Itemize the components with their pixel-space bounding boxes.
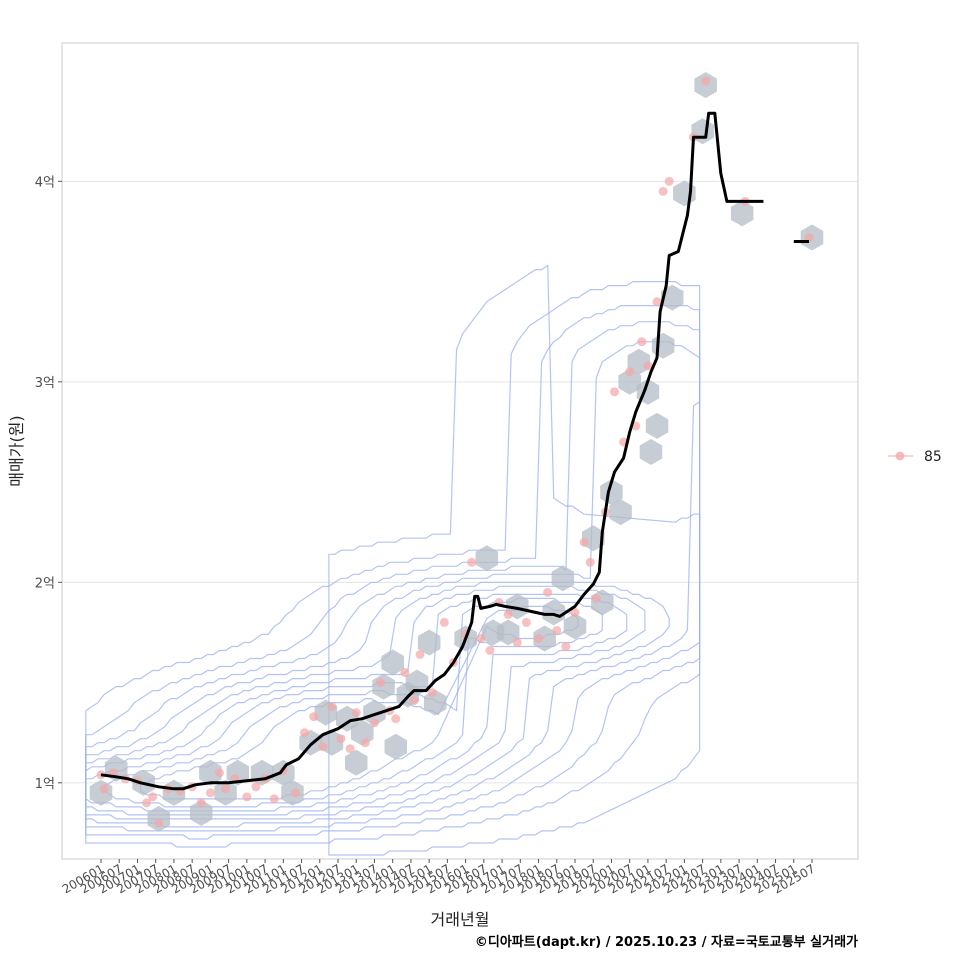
hex-bin bbox=[542, 599, 565, 626]
density-contour bbox=[85, 593, 628, 812]
y-tick-label: 2억 bbox=[35, 576, 55, 591]
data-point-85 bbox=[467, 557, 477, 567]
data-point-85 bbox=[196, 798, 206, 808]
data-point-85 bbox=[205, 788, 215, 798]
data-point-85 bbox=[327, 702, 337, 712]
data-point-85 bbox=[142, 798, 152, 808]
hex-bin bbox=[417, 629, 441, 656]
data-point-85 bbox=[476, 633, 486, 643]
hex-bin bbox=[600, 479, 623, 506]
data-point-85 bbox=[643, 361, 653, 371]
data-point-85 bbox=[221, 784, 231, 794]
data-point-85 bbox=[637, 337, 647, 347]
data-point-85 bbox=[300, 728, 310, 738]
data-point-85 bbox=[561, 641, 571, 651]
y-axis-ticks: 1억 2억 3억 4억 bbox=[35, 175, 62, 792]
hex-bin bbox=[363, 699, 386, 726]
data-point-85 bbox=[391, 714, 401, 724]
hex-bin bbox=[645, 412, 669, 439]
y-axis-title: 매매가(원) bbox=[7, 415, 26, 486]
data-point-85 bbox=[351, 708, 361, 718]
gridlines bbox=[62, 180, 858, 784]
hex-bin bbox=[639, 439, 663, 465]
data-point-85 bbox=[625, 367, 635, 377]
trend-lines bbox=[100, 111, 809, 791]
source-caption: ©디아파트(dapt.kr) / 2025.10.23 / 자료=국토교통부 실… bbox=[475, 934, 858, 950]
data-point-85 bbox=[369, 718, 379, 728]
data-point-85 bbox=[269, 794, 279, 804]
hex-bin bbox=[384, 733, 407, 760]
y-tick-label: 4억 bbox=[35, 175, 55, 190]
hex-bin bbox=[199, 759, 222, 786]
data-point-85 bbox=[804, 232, 814, 242]
data-point-85 bbox=[439, 617, 449, 627]
y-tick-label: 1억 bbox=[35, 777, 55, 792]
data-point-85 bbox=[376, 678, 386, 688]
data-point-85 bbox=[521, 617, 531, 627]
density-contour bbox=[85, 305, 701, 840]
trend-line-segment bbox=[100, 111, 764, 791]
data-point-85 bbox=[701, 76, 711, 86]
data-point-85 bbox=[552, 625, 562, 635]
legend: 85 bbox=[888, 449, 942, 465]
data-point-85 bbox=[251, 782, 261, 792]
data-point-85 bbox=[242, 792, 252, 802]
data-point-85 bbox=[570, 607, 580, 617]
density-contour bbox=[85, 585, 646, 816]
hex-bin bbox=[475, 545, 499, 572]
hex-bin bbox=[551, 565, 575, 592]
data-point-85 bbox=[534, 633, 544, 643]
hex-bin bbox=[730, 200, 754, 227]
data-point-85 bbox=[336, 734, 346, 744]
data-point-85 bbox=[591, 593, 601, 603]
density-contour bbox=[85, 321, 701, 832]
scatter-points bbox=[96, 76, 814, 828]
hex-bin bbox=[190, 799, 213, 826]
legend-key-point bbox=[895, 451, 905, 461]
data-point-85 bbox=[427, 688, 437, 698]
data-point-85 bbox=[610, 387, 619, 397]
hex-bin bbox=[661, 284, 684, 311]
y-tick-label: 3억 bbox=[35, 376, 55, 391]
data-point-85 bbox=[290, 788, 300, 798]
data-point-85 bbox=[400, 668, 410, 678]
plot-border bbox=[61, 42, 859, 860]
data-point-85 bbox=[658, 186, 668, 196]
density-contour bbox=[85, 281, 701, 848]
density-contour bbox=[85, 581, 670, 820]
legend-label-85: 85 bbox=[924, 449, 942, 465]
data-point-85 bbox=[585, 557, 595, 567]
data-point-85 bbox=[485, 645, 495, 655]
hex-bin bbox=[533, 625, 556, 652]
data-point-85 bbox=[318, 742, 328, 752]
data-point-85 bbox=[409, 696, 419, 706]
data-point-85 bbox=[99, 784, 109, 794]
data-point-85 bbox=[415, 649, 425, 659]
data-point-85 bbox=[309, 712, 319, 722]
data-point-85 bbox=[360, 738, 370, 748]
data-point-85 bbox=[215, 768, 224, 778]
density-contour bbox=[103, 597, 603, 808]
data-point-85 bbox=[664, 176, 674, 186]
data-point-85 bbox=[512, 637, 522, 647]
x-axis-title: 거래년월 bbox=[431, 910, 490, 929]
hex-bin bbox=[618, 368, 641, 395]
data-point-85 bbox=[345, 744, 355, 754]
hex-bin bbox=[496, 619, 520, 646]
data-point-85 bbox=[148, 792, 158, 802]
data-point-85 bbox=[96, 770, 106, 780]
density-contour bbox=[328, 264, 701, 856]
hex-bin bbox=[563, 613, 587, 640]
hex-bin bbox=[345, 749, 368, 776]
data-point-85 bbox=[154, 818, 164, 828]
data-point-85 bbox=[503, 609, 513, 619]
density-contour bbox=[85, 341, 701, 828]
data-point-85 bbox=[543, 587, 553, 597]
data-point-85 bbox=[652, 297, 662, 307]
hex-bin bbox=[609, 499, 632, 526]
data-point-85 bbox=[579, 537, 589, 547]
hex-bin bbox=[381, 649, 404, 676]
